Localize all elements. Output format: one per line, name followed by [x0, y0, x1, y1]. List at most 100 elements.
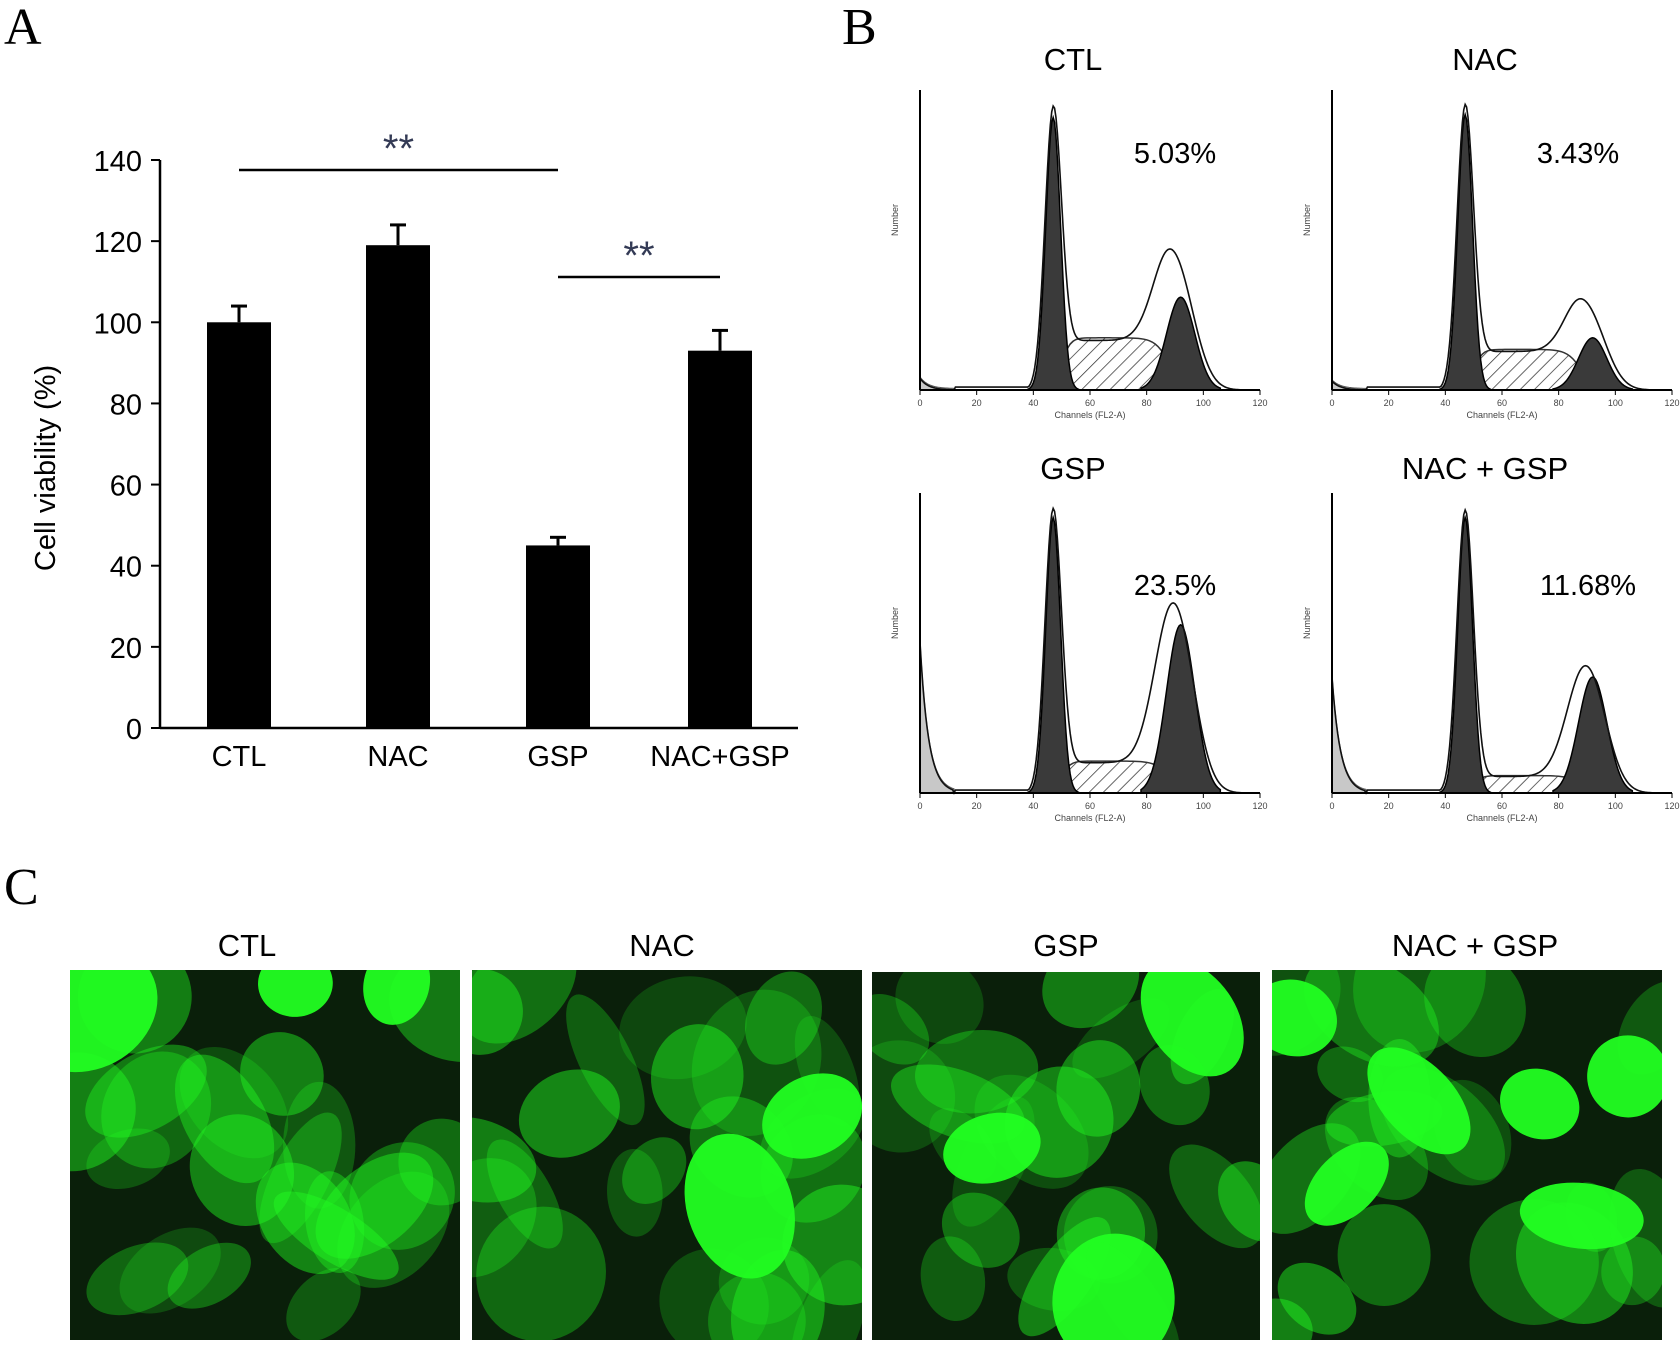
- histogram-x-tick-label: 80: [1142, 801, 1152, 811]
- cell: [1052, 1233, 1175, 1340]
- histogram-x-tick-label: 100: [1608, 801, 1623, 811]
- apoptosis-percent: 5.03%: [1134, 138, 1216, 170]
- histogram-x-tick-label: 100: [1196, 398, 1211, 408]
- cell: [167, 1242, 251, 1309]
- cell: [1218, 1161, 1260, 1242]
- cell: [760, 1088, 862, 1179]
- cell: [363, 970, 431, 1025]
- x-tick-label: CTL: [212, 741, 267, 773]
- g1-peak: [1438, 514, 1492, 794]
- cell: [920, 1236, 986, 1322]
- micrograph-ctl: [70, 970, 460, 1340]
- y-tick-label: 40: [110, 552, 142, 584]
- image-title-nac-gsp: NAC + GSP: [1391, 928, 1559, 963]
- apoptosis-percent: 3.43%: [1537, 138, 1619, 170]
- cell: [119, 1227, 221, 1314]
- fit-envelope: [1331, 507, 1673, 795]
- cell: [70, 970, 158, 1073]
- panel-label-b: B: [842, 0, 877, 56]
- cell: [872, 994, 930, 1065]
- cell: [189, 1114, 295, 1227]
- cell: [1337, 1204, 1431, 1307]
- cell: [179, 1046, 289, 1159]
- y-tick-label: 80: [110, 389, 142, 421]
- cell: [518, 1069, 620, 1158]
- g1-peak: [1438, 111, 1492, 391]
- histogram-x-tick-label: 0: [917, 801, 922, 811]
- histogram-x-tick-label: 120: [1664, 801, 1679, 811]
- cell: [607, 1148, 663, 1237]
- cell: [1169, 1144, 1260, 1249]
- fit-envelope: [919, 104, 1261, 391]
- apoptosis-percent: 23.5%: [1134, 570, 1216, 602]
- histogram-x-tick-label: 40: [1440, 801, 1450, 811]
- cell: [315, 1152, 434, 1259]
- cell: [872, 1040, 956, 1153]
- flow-cytometry-histograms: CTL 5.03% 0 20 40 60 80 100 120 Channels (FL2-A) N…: [890, 42, 1680, 823]
- cell: [86, 1242, 189, 1316]
- histogram-x-tick-label: 40: [1028, 398, 1038, 408]
- cell: [1086, 1242, 1180, 1340]
- histogram-x-tick-label: 100: [1196, 801, 1211, 811]
- histogram-x-tick-label: 20: [1384, 801, 1394, 811]
- panel-label-a: A: [4, 0, 42, 56]
- histogram-title: NAC + GSP: [1402, 451, 1568, 486]
- histogram-x-axis-label: Channels (FL2-A): [1466, 813, 1537, 823]
- histogram-x-tick-label: 80: [1554, 801, 1564, 811]
- cell: [86, 1128, 170, 1189]
- cell: [1587, 1035, 1662, 1118]
- cell: [941, 1192, 1020, 1268]
- cell: [650, 1024, 744, 1130]
- cell: [1469, 1199, 1599, 1325]
- cell: [1140, 972, 1244, 1077]
- cell: [398, 1118, 460, 1206]
- g1-peak: [1026, 114, 1080, 391]
- histogram-x-tick-label: 120: [1664, 398, 1679, 408]
- image-title-nac: NAC: [629, 928, 695, 963]
- histogram-x-axis-label: Channels (FL2-A): [1466, 410, 1537, 420]
- bar-chart: 0 20 40 60 80 100 120 140 CTL NAC GSP NAC+GSP Cell v…: [30, 127, 798, 773]
- cell: [240, 1032, 324, 1116]
- cell: [718, 1237, 810, 1325]
- cell: [659, 1248, 769, 1340]
- histogram-x-tick-label: 0: [1329, 398, 1334, 408]
- cell: [794, 1016, 860, 1126]
- cell: [891, 1064, 1025, 1144]
- cell: [708, 1271, 806, 1340]
- cell: [305, 1171, 365, 1274]
- histogram-title: GSP: [1040, 451, 1105, 486]
- fit-envelope: [919, 506, 1261, 795]
- micrograph-nac: [472, 970, 862, 1340]
- histogram-x-tick-label: 80: [1554, 398, 1564, 408]
- histogram-x-tick-label: 40: [1028, 801, 1038, 811]
- y-tick-label: 0: [126, 714, 142, 746]
- significance-label: **: [623, 234, 654, 278]
- g2-peak: [1552, 676, 1634, 794]
- histogram-x-axis-label: Channels (FL2-A): [1054, 410, 1125, 420]
- cell: [1565, 1182, 1618, 1252]
- cell: [1277, 1262, 1357, 1335]
- cell: [349, 1142, 455, 1250]
- cell: [1272, 979, 1337, 1057]
- cell: [389, 970, 460, 1062]
- bar: [526, 545, 590, 728]
- histogram-x-tick-label: 20: [972, 801, 982, 811]
- bar: [688, 350, 752, 728]
- histogram-y-axis-label: Number: [1302, 204, 1312, 236]
- cell: [1304, 1141, 1389, 1226]
- x-tick-label: GSP: [527, 741, 588, 773]
- cell: [259, 1112, 342, 1244]
- histogram-title: NAC: [1452, 42, 1517, 77]
- histogram-x-tick-label: 120: [1252, 801, 1267, 811]
- cell: [619, 976, 747, 1080]
- histogram-x-axis-label: Channels (FL2-A): [1054, 813, 1125, 823]
- cell: [1139, 1045, 1210, 1126]
- panel-label-c: C: [4, 859, 39, 916]
- cell: [684, 1133, 795, 1279]
- histogram-x-tick-label: 60: [1497, 801, 1507, 811]
- micrograph-nac-gsp: [1272, 970, 1662, 1340]
- cell: [691, 989, 822, 1136]
- apoptosis-percent: 11.68%: [1540, 570, 1636, 602]
- bar: [207, 322, 271, 728]
- histogram-x-tick-label: 80: [1142, 398, 1152, 408]
